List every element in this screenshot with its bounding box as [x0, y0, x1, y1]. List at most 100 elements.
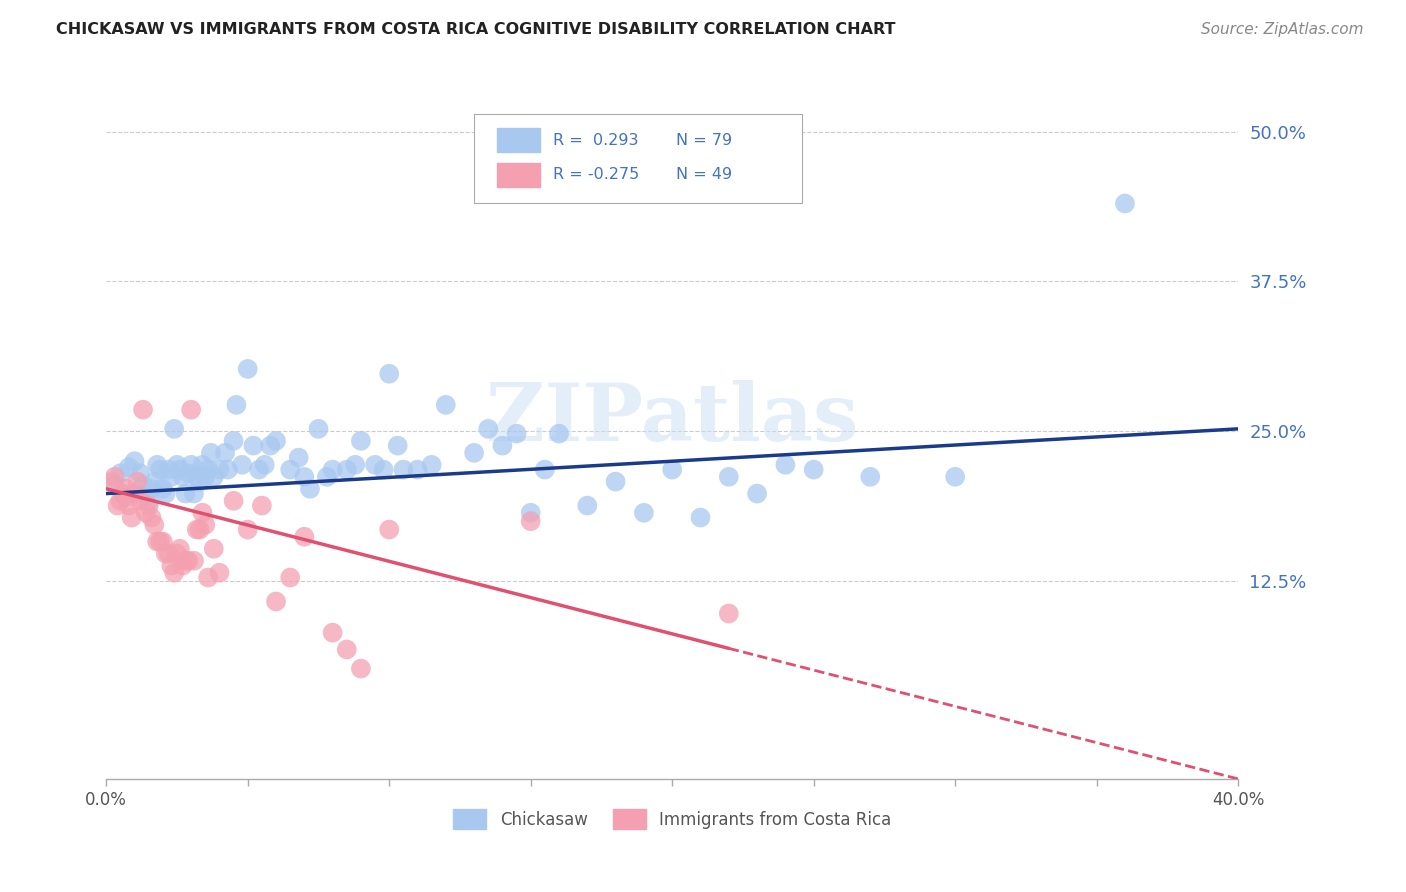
Text: N = 79: N = 79 [676, 133, 731, 148]
Point [191, 458, 214, 472]
Point [107, 499, 129, 513]
Point [350, 434, 373, 448]
Point [180, 458, 202, 472]
Point [661, 462, 683, 476]
Point [943, 470, 966, 484]
Point [576, 499, 599, 513]
Point [689, 510, 711, 524]
Point [141, 510, 163, 524]
Point [135, 506, 157, 520]
Point [214, 446, 236, 460]
Point [118, 460, 141, 475]
Point [110, 493, 132, 508]
Point [378, 367, 401, 381]
Point [803, 462, 825, 476]
Point [717, 607, 740, 621]
Point [463, 446, 485, 460]
Point [186, 470, 208, 484]
Point [191, 506, 214, 520]
Point [197, 570, 219, 584]
Point [859, 470, 882, 484]
Point [166, 458, 188, 472]
Text: R =  0.293: R = 0.293 [554, 133, 638, 148]
Point [132, 478, 155, 492]
Text: Source: ZipAtlas.com: Source: ZipAtlas.com [1201, 22, 1364, 37]
Point [174, 554, 197, 568]
Point [202, 470, 225, 484]
Point [236, 362, 259, 376]
Point [138, 499, 160, 513]
Point [101, 475, 124, 489]
Point [180, 402, 202, 417]
Point [225, 398, 247, 412]
Point [434, 398, 457, 412]
Point [217, 462, 239, 476]
Point [387, 439, 409, 453]
Bar [496, 163, 540, 186]
Point [163, 566, 186, 580]
Point [278, 462, 301, 476]
Point [278, 570, 301, 584]
Point [172, 470, 194, 484]
Point [775, 458, 797, 472]
Point [194, 517, 217, 532]
Legend: Chickasaw, Immigrants from Costa Rica: Chickasaw, Immigrants from Costa Rica [446, 803, 898, 835]
Point [149, 534, 172, 549]
Text: N = 49: N = 49 [676, 167, 731, 182]
Point [222, 434, 245, 448]
Point [177, 554, 200, 568]
Point [127, 475, 149, 489]
Point [157, 462, 180, 476]
Point [169, 541, 191, 556]
Point [420, 458, 443, 472]
Point [132, 402, 155, 417]
Point [231, 458, 253, 472]
Point [155, 486, 177, 500]
Point [146, 534, 169, 549]
Point [264, 434, 287, 448]
Point [298, 482, 321, 496]
Point [152, 534, 174, 549]
Point [104, 470, 127, 484]
Point [208, 462, 231, 476]
Point [160, 470, 183, 484]
Point [208, 566, 231, 580]
Point [146, 458, 169, 472]
Point [143, 475, 166, 489]
Point [155, 547, 177, 561]
Text: ZIPatlas: ZIPatlas [486, 380, 858, 458]
Point [745, 486, 768, 500]
Point [519, 514, 541, 528]
Point [236, 523, 259, 537]
Point [200, 446, 222, 460]
Text: CHICKASAW VS IMMIGRANTS FROM COSTA RICA COGNITIVE DISABILITY CORRELATION CHART: CHICKASAW VS IMMIGRANTS FROM COSTA RICA … [56, 22, 896, 37]
Point [169, 462, 191, 476]
Point [519, 506, 541, 520]
Point [1114, 196, 1136, 211]
Point [186, 523, 208, 537]
Point [350, 662, 373, 676]
Point [633, 506, 655, 520]
Point [336, 642, 359, 657]
Point [110, 467, 132, 481]
Point [129, 467, 152, 481]
Point [183, 486, 205, 500]
Point [222, 493, 245, 508]
Point [287, 450, 309, 465]
Point [344, 458, 367, 472]
Point [292, 530, 315, 544]
Point [152, 482, 174, 496]
Point [250, 499, 273, 513]
Point [336, 462, 359, 476]
Point [183, 554, 205, 568]
Point [605, 475, 627, 489]
Point [124, 454, 146, 468]
Text: R = -0.275: R = -0.275 [554, 167, 640, 182]
Point [188, 523, 211, 537]
Point [548, 426, 571, 441]
Point [149, 462, 172, 476]
Point [112, 486, 135, 500]
Point [364, 458, 387, 472]
Point [202, 541, 225, 556]
Point [160, 558, 183, 573]
